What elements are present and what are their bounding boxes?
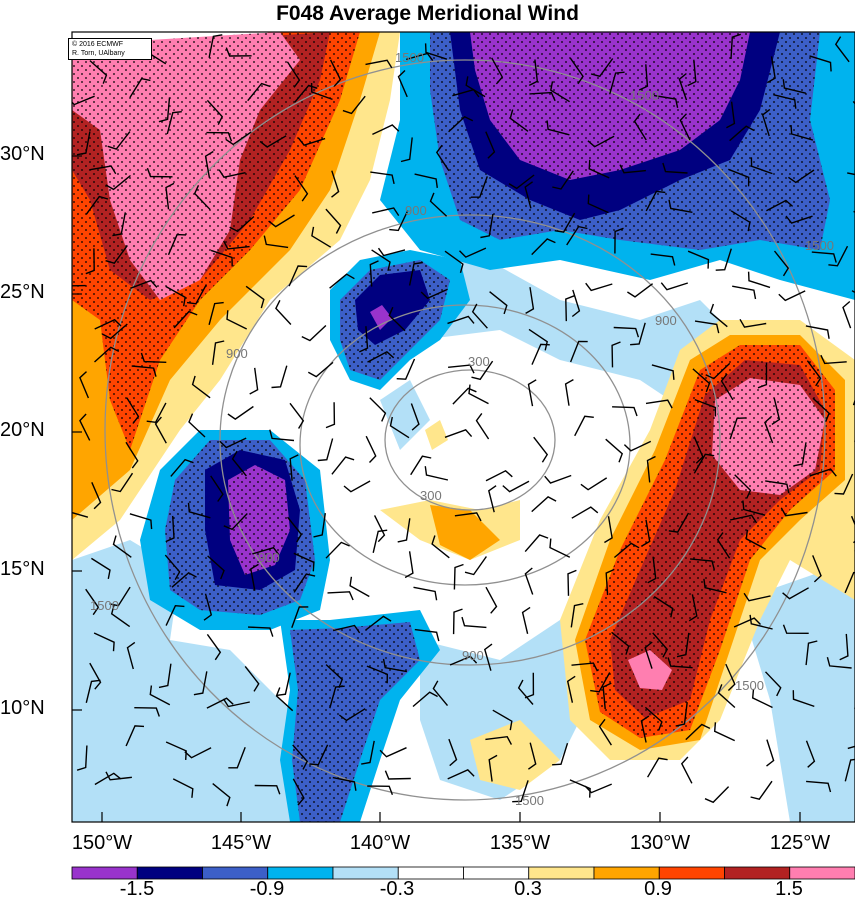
lon-label-145w: 145°W <box>211 832 271 855</box>
contour-label: 1500 <box>630 88 659 103</box>
colorbar-label: 0.3 <box>514 878 542 901</box>
lon-label-135w: 135°W <box>490 832 550 855</box>
contour-label: 300 <box>420 488 442 503</box>
contour-label: 900 <box>226 346 248 361</box>
lon-label-150w: 150°W <box>72 832 132 855</box>
contour-label: 1500 <box>90 598 119 613</box>
lat-label-25n: 25°N <box>0 281 66 304</box>
lon-label-125w: 125°W <box>770 832 830 855</box>
colorbar-label: 1.5 <box>775 878 803 901</box>
wind-field <box>60 32 855 822</box>
lon-label-130w: 130°W <box>630 832 690 855</box>
lat-label-10n: 10°N <box>0 697 66 720</box>
lon-label-140w: 140°W <box>350 832 410 855</box>
lat-label-15n: 15°N <box>0 558 66 581</box>
contour-label: 900 <box>258 550 280 565</box>
colorbar-label: -1.5 <box>120 878 154 901</box>
colorbar-label: 0.9 <box>644 878 672 901</box>
lat-label-30n: 30°N <box>0 143 66 166</box>
copyright-line-1: © 2016 ECMWF <box>72 40 148 49</box>
contour-label: 900 <box>655 313 677 328</box>
contour-label: 900 <box>405 203 427 218</box>
contour-label: 900 <box>462 648 484 663</box>
contour-label: 1500 <box>515 793 544 808</box>
colorbar <box>72 867 855 879</box>
copyright-box: © 2016 ECMWF R. Torn, UAlbany <box>68 38 152 60</box>
contour-label: 1500 <box>805 238 834 253</box>
copyright-line-2: R. Torn, UAlbany <box>72 49 148 58</box>
contour-label: 1500 <box>395 50 424 65</box>
colorbar-label: -0.9 <box>250 878 284 901</box>
lat-label-20n: 20°N <box>0 419 66 442</box>
contour-label: 300 <box>468 354 490 369</box>
contour-label: 1500 <box>735 678 764 693</box>
colorbar-label: -0.3 <box>380 878 414 901</box>
